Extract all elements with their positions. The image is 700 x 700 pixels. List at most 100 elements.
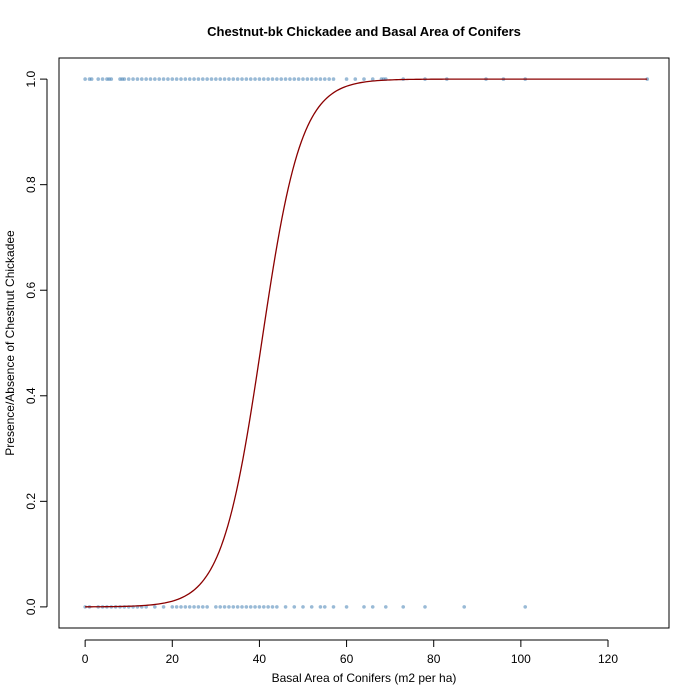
data-point [139, 77, 144, 81]
data-point [231, 77, 236, 81]
data-point [270, 605, 275, 609]
data-point [131, 77, 135, 81]
y-tick-label: 0.0 [24, 598, 38, 615]
y-tick-label: 0.2 [24, 493, 38, 510]
data-point [89, 77, 94, 81]
data-point [301, 77, 305, 81]
data-point [148, 77, 153, 81]
data-point [270, 77, 275, 81]
data-point [275, 77, 279, 81]
data-point [196, 77, 201, 81]
data-point [383, 605, 388, 609]
data-point [327, 77, 331, 81]
chart-title: Chestnut-bk Chickadee and Basal Area of … [207, 24, 521, 39]
data-point [192, 605, 196, 609]
x-tick-label: 20 [166, 652, 180, 666]
data-point [370, 77, 375, 81]
data-point [353, 77, 358, 81]
data-point [344, 605, 349, 609]
data-point [423, 605, 427, 609]
data-point [153, 605, 157, 609]
data-point [187, 605, 192, 609]
data-point [275, 605, 279, 609]
data-point [244, 605, 249, 609]
data-point [109, 77, 114, 81]
data-point [266, 605, 270, 609]
data-point [370, 605, 375, 609]
y-tick-label: 0.6 [24, 282, 38, 299]
x-tick-label: 60 [340, 652, 354, 666]
data-point [344, 77, 349, 81]
data-point [362, 605, 366, 609]
data-point [292, 605, 297, 609]
data-point [200, 77, 205, 81]
x-tick-label: 100 [511, 652, 531, 666]
x-tick-label: 0 [82, 652, 89, 666]
y-tick-label: 1.0 [24, 70, 38, 87]
data-point [266, 77, 270, 81]
data-point [161, 77, 166, 81]
data-point [174, 77, 179, 81]
data-point [240, 77, 244, 81]
data-point [183, 605, 188, 609]
data-point [309, 605, 314, 609]
fitted-logistic-curve [85, 78, 648, 608]
data-point [209, 77, 214, 81]
data-point [462, 605, 467, 609]
data-point [100, 77, 105, 81]
data-point [126, 77, 131, 81]
data-point [283, 77, 288, 81]
data-point [227, 605, 231, 609]
plot-frame [58, 57, 670, 629]
data-point [244, 77, 249, 81]
y-tick-label: 0.4 [24, 387, 38, 404]
data-point [362, 77, 366, 81]
data-point [257, 77, 262, 81]
data-point [170, 77, 175, 81]
data-point [83, 77, 87, 81]
data-point [248, 77, 253, 81]
data-point [331, 77, 336, 81]
data-point [235, 605, 240, 609]
data-point [318, 605, 323, 609]
data-point [292, 77, 297, 81]
data-point [523, 605, 528, 609]
data-point [144, 77, 148, 81]
data-point [227, 77, 231, 81]
data-point [288, 77, 292, 81]
data-point [214, 605, 218, 609]
data-point [279, 77, 284, 81]
data-point [261, 77, 266, 81]
data-point [166, 77, 170, 81]
data-point [174, 605, 179, 609]
data-point [401, 605, 406, 609]
data-point [318, 77, 323, 81]
data-point [296, 77, 301, 81]
data-point [248, 605, 253, 609]
data-point [187, 77, 192, 81]
x-tick-label: 40 [253, 652, 267, 666]
data-point [122, 77, 127, 81]
data-point [214, 77, 218, 81]
x-axis: 0 20 40 60 80 100 120 [82, 639, 618, 666]
data-point [161, 605, 166, 609]
data-point [222, 77, 227, 81]
data-point [322, 77, 327, 81]
data-point [96, 77, 101, 81]
data-point [218, 605, 223, 609]
data-point [196, 605, 201, 609]
data-point [170, 605, 175, 609]
data-point [222, 605, 227, 609]
data-point [135, 77, 140, 81]
data-point [235, 77, 240, 81]
data-point [257, 605, 262, 609]
data-point [283, 605, 288, 609]
data-point [305, 77, 310, 81]
y-axis-label: Presence/Absence of Chestnut Chickadee [3, 230, 17, 456]
y-axis: 0.0 0.2 0.4 0.6 0.8 1.0 [24, 70, 48, 615]
data-points [83, 77, 650, 609]
data-point [331, 605, 336, 609]
data-point [645, 77, 650, 81]
x-axis-label: Basal Area of Conifers (m2 per ha) [272, 671, 457, 685]
